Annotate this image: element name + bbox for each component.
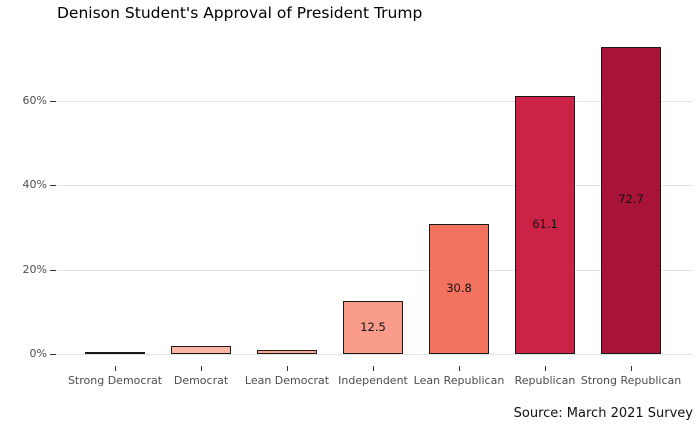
- x-axis-label-independent: Independent: [338, 374, 408, 387]
- gridline-20%: [57, 269, 693, 271]
- y-axis-tick: [50, 354, 56, 355]
- bar-lean-republican: [429, 223, 489, 354]
- bar-lean-democrat: [257, 350, 317, 354]
- bar-value-label-strong-republican: 72.7: [618, 192, 644, 207]
- bar-value-label-independent: 12.5: [360, 319, 386, 334]
- gridline-40%: [57, 185, 693, 186]
- bar-republican: [515, 95, 575, 354]
- x-axis-tick: [287, 366, 288, 371]
- x-axis-tick: [201, 366, 202, 371]
- bar-value-label-republican: 61.1: [532, 216, 558, 231]
- x-axis-tick: [373, 366, 374, 371]
- y-axis-tick: [50, 100, 56, 102]
- source-caption: Source: March 2021 Survey: [513, 406, 693, 421]
- y-axis-label: 60%: [22, 93, 47, 107]
- gridline-0%: [57, 354, 693, 355]
- y-axis-label: 40%: [22, 178, 47, 191]
- y-axis-label: 20%: [22, 262, 47, 276]
- y-axis-tick: [50, 185, 56, 186]
- bar-strong-democrat: [85, 351, 145, 354]
- x-axis-tick: [459, 366, 460, 371]
- bar-strong-republican: [601, 46, 661, 354]
- x-axis-label-democrat: Democrat: [173, 374, 229, 387]
- x-axis-label-strong-republican: Strong Republican: [580, 374, 682, 387]
- chart-title: Denison Student's Approval of President …: [57, 4, 423, 22]
- bar-democrat: [171, 346, 231, 354]
- x-axis-tick: [115, 366, 116, 371]
- y-axis-label: 0%: [29, 347, 47, 360]
- x-axis-tick: [631, 366, 632, 371]
- gridline-60%: [57, 100, 693, 102]
- bar-independent: [343, 301, 403, 354]
- x-axis-label-lean-democrat: Lean Democrat: [244, 374, 330, 387]
- x-axis-tick: [545, 366, 546, 371]
- x-axis-label-republican: Republican: [514, 374, 576, 387]
- bar-value-label-lean-republican: 30.8: [446, 280, 472, 295]
- x-axis-label-lean-republican: Lean Republican: [413, 374, 505, 387]
- x-axis-label-strong-democrat: Strong Democrat: [67, 374, 163, 387]
- y-axis-tick: [50, 269, 56, 271]
